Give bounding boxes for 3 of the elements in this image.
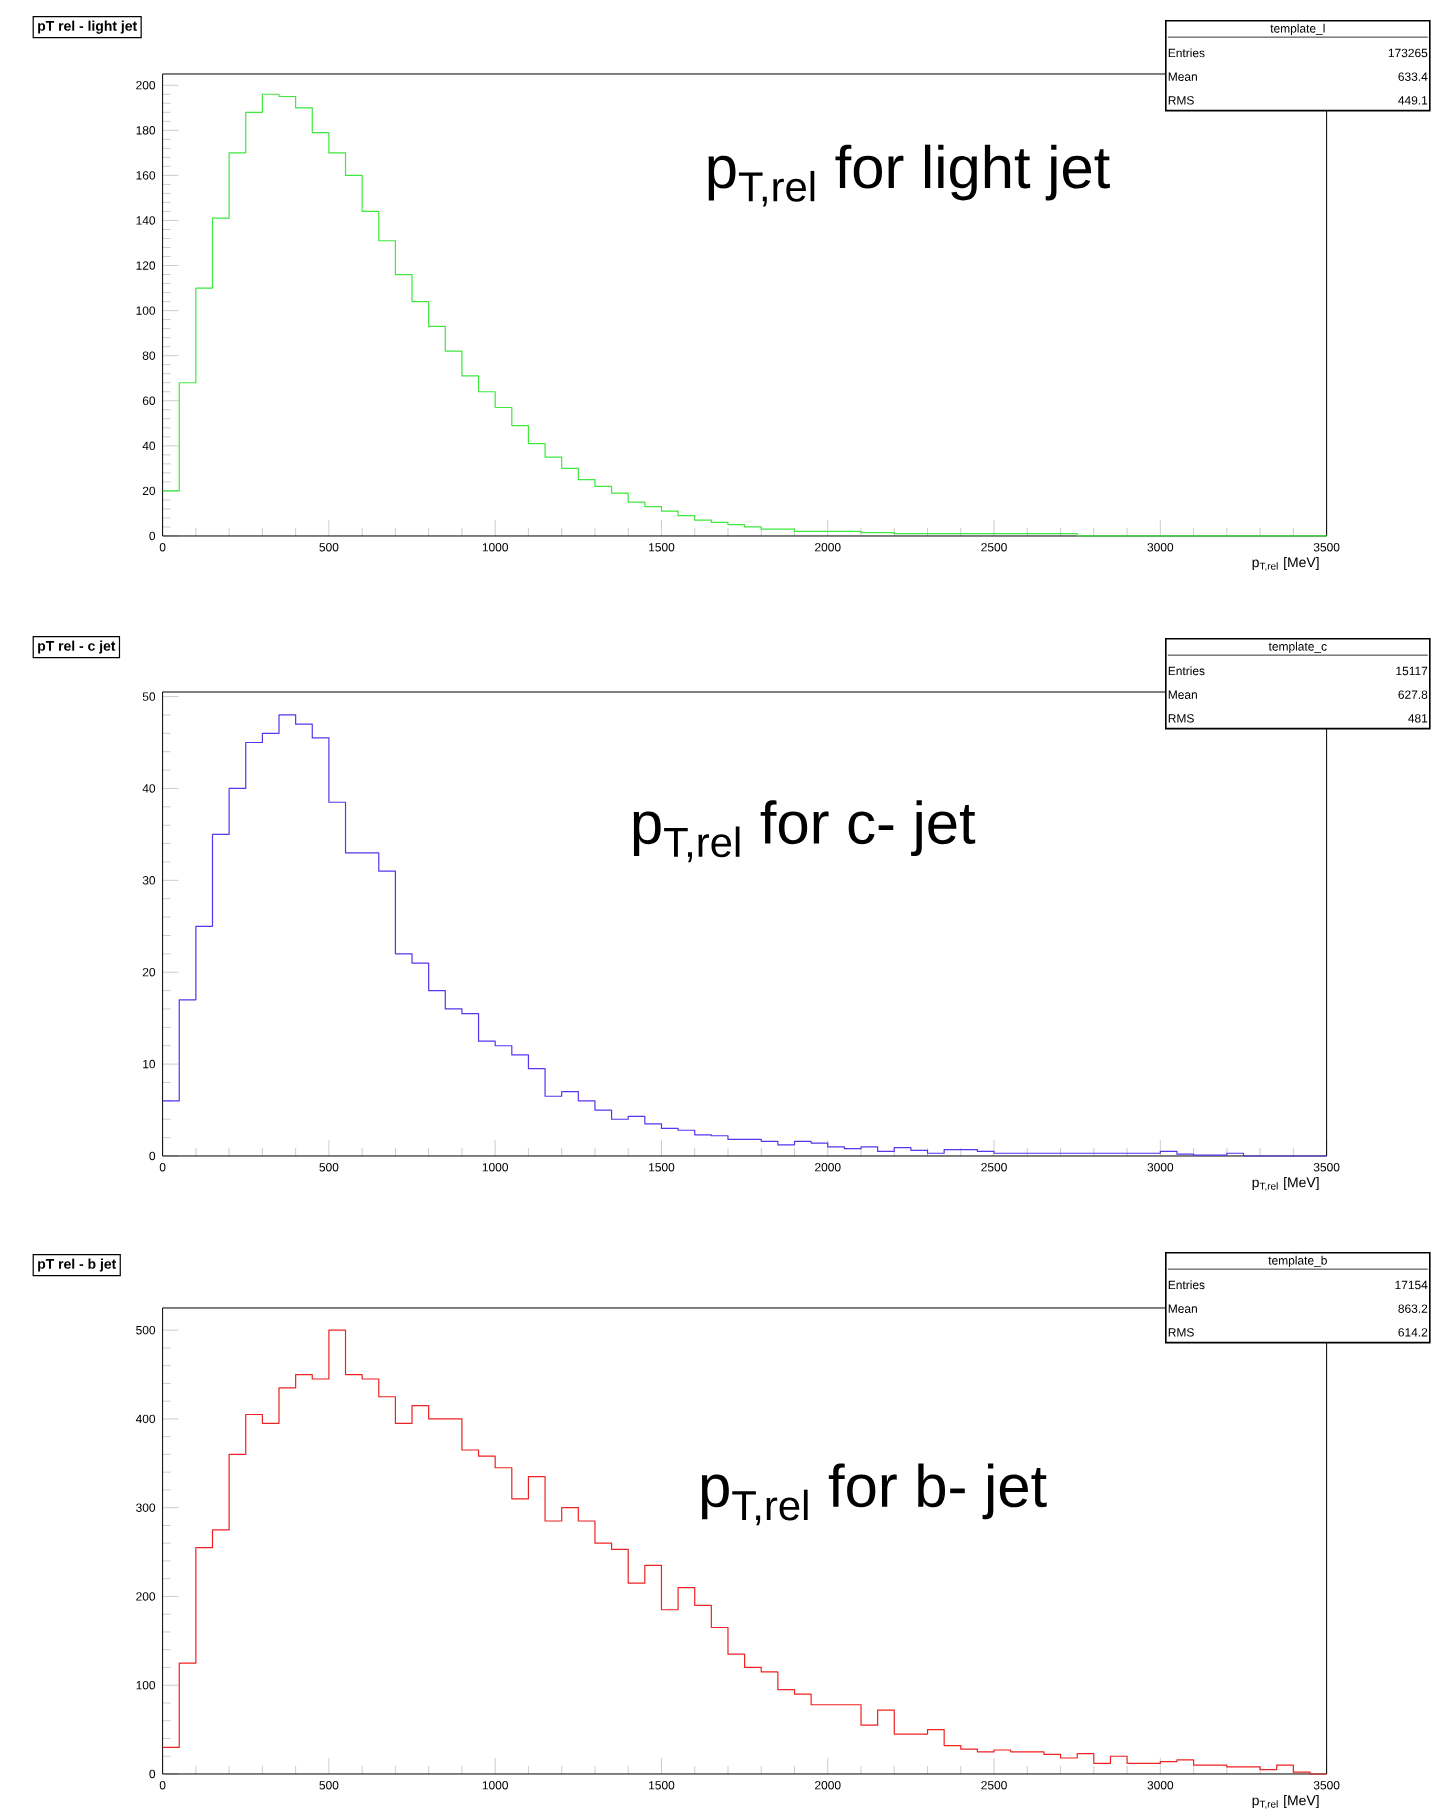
annotation: p$_{T,rel}$ for b- jet (701, 1463, 1047, 1526)
annotation: p$_{T,rel}$ for light jet (708, 144, 1110, 207)
annotation: p$_{T,rel}$ for c- jet (633, 800, 975, 863)
